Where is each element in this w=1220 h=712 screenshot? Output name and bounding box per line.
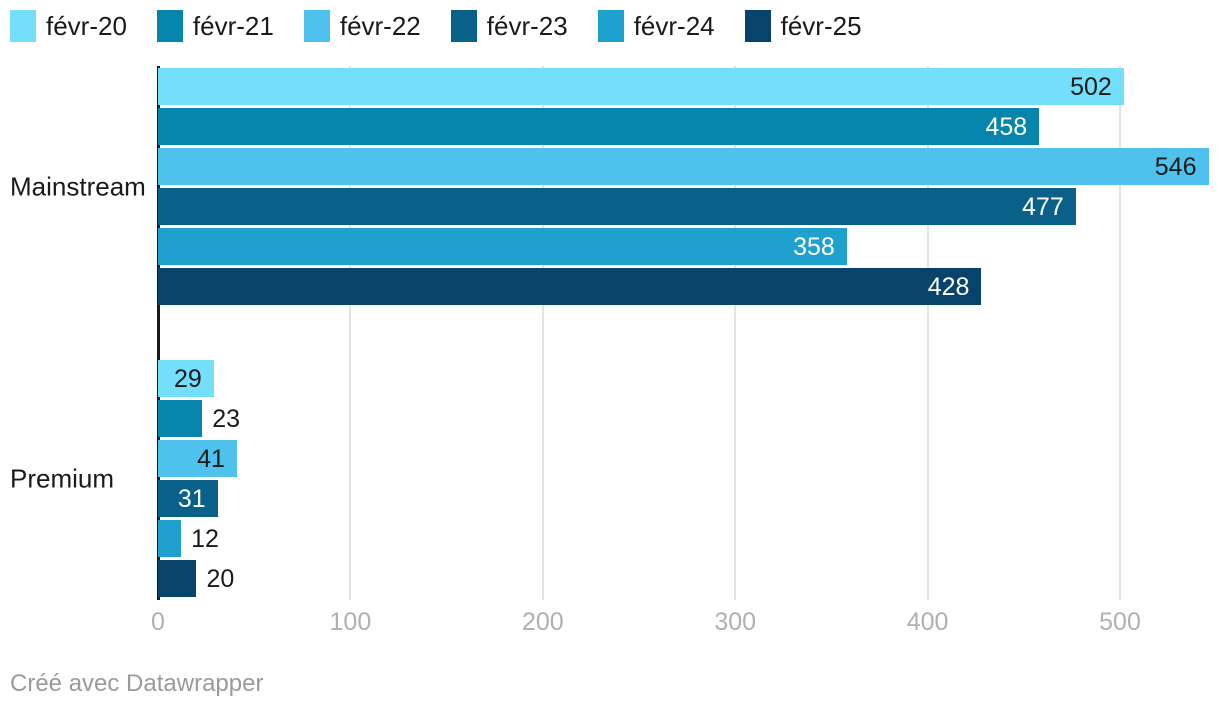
bar-premium-févr-20 — [158, 360, 214, 397]
value-label: 428 — [927, 273, 970, 301]
x-axis-tick-label: 0 — [151, 608, 165, 636]
value-label: 477 — [1022, 193, 1064, 221]
bar-mainstream-févr-23 — [158, 188, 1076, 225]
legend-swatch — [10, 10, 36, 42]
bar-premium-févr-21 — [158, 400, 203, 437]
legend-item-label: févr-21 — [192, 11, 274, 41]
value-label: 358 — [793, 233, 835, 261]
value-label: 41 — [197, 445, 225, 473]
legend-item: févr-20 — [10, 10, 127, 42]
x-axis-tick-label: 500 — [1099, 608, 1141, 636]
value-label: 23 — [212, 405, 241, 433]
bar-mainstream-févr-21 — [158, 108, 1040, 145]
legend-item: févr-22 — [303, 10, 421, 42]
x-axis-tick-label: 100 — [329, 608, 372, 636]
gridline — [926, 66, 929, 600]
legend-item-label: févr-25 — [780, 11, 862, 41]
bar-mainstream-févr-24 — [158, 228, 847, 265]
bar-mainstream-févr-22 — [158, 148, 1209, 185]
value-label: 546 — [1154, 153, 1197, 181]
gridline — [349, 66, 352, 600]
x-axis-tick-label: 200 — [521, 608, 564, 636]
value-label: 29 — [173, 365, 202, 393]
bar-premium-févr-23 — [158, 480, 218, 517]
x-axis-tick-label: 300 — [714, 608, 757, 636]
legend-item-label: févr-24 — [633, 11, 715, 41]
gridline — [1119, 66, 1121, 600]
value-label: 502 — [1070, 73, 1112, 101]
bar-mainstream-févr-20 — [158, 68, 1124, 105]
y-axis-baseline — [157, 66, 160, 600]
bar-premium-févr-25 — [158, 560, 197, 597]
legend-item: févr-24 — [597, 10, 715, 42]
legend-swatch — [597, 10, 624, 42]
legend-swatch — [303, 10, 330, 42]
legend-swatch — [450, 10, 477, 42]
bar-mainstream-févr-25 — [158, 268, 982, 305]
legend-swatch — [744, 10, 771, 42]
bar-premium-févr-24 — [158, 520, 182, 557]
bar-premium-févr-22 — [158, 440, 237, 477]
legend-item-label: févr-20 — [46, 11, 127, 41]
legend-item-label: févr-22 — [339, 11, 421, 41]
legend-swatch — [156, 10, 183, 42]
gridline — [541, 66, 544, 600]
x-axis-tick-label: 400 — [906, 608, 949, 636]
legend-item-label: févr-23 — [486, 11, 568, 41]
category-label-premium: Premium — [10, 463, 115, 493]
value-label: 20 — [206, 565, 235, 593]
value-label: 458 — [985, 113, 1028, 141]
legend-item: févr-23 — [450, 10, 568, 42]
category-label-mainstream: Mainstream — [10, 171, 146, 201]
legend: févr-20 févr-21 févr-22 févr-23 févr-24 févr-… — [10, 10, 892, 42]
legend-item: févr-25 — [744, 10, 862, 42]
attribution: Créé avec Datawrapper — [10, 670, 264, 697]
value-label: 31 — [177, 485, 206, 513]
legend-item: févr-21 — [156, 10, 274, 42]
value-label: 12 — [191, 525, 219, 553]
gridline — [734, 66, 737, 600]
